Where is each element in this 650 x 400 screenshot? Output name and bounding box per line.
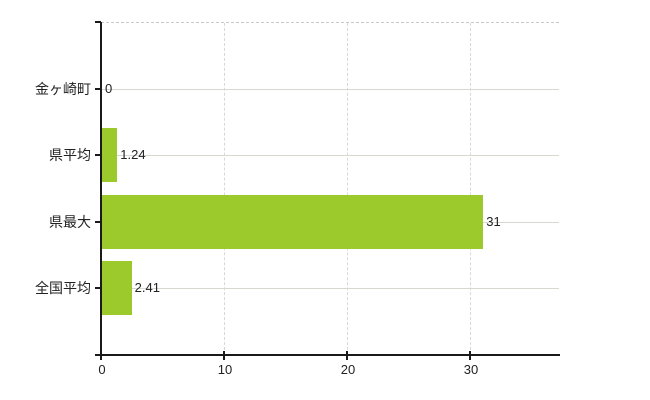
bar-value-label: 2.41 — [134, 280, 160, 296]
x-tick-mark — [346, 351, 348, 360]
x-tick-mark — [223, 351, 225, 360]
bar — [102, 128, 118, 183]
bar-value-label: 31 — [486, 213, 501, 229]
category-label: 県平均 — [49, 147, 91, 164]
x-tick-label: 10 — [217, 362, 233, 377]
y-tick-mark — [95, 154, 101, 157]
bar — [102, 261, 132, 316]
horizontal-gridline — [101, 155, 559, 157]
category-label: 金ヶ崎町 — [35, 80, 91, 97]
y-tick-mark — [95, 21, 101, 23]
horizontal-gridline — [101, 288, 559, 290]
vertical-gridline — [470, 23, 471, 355]
bar-value-label: 0 — [105, 80, 113, 96]
y-tick-mark — [95, 220, 101, 223]
vertical-gridline — [224, 23, 225, 355]
x-axis-line — [95, 354, 560, 356]
x-tick-label: 0 — [98, 362, 106, 377]
category-label: 県最大 — [49, 213, 91, 230]
x-tick-label: 20 — [340, 362, 356, 377]
plot-top-border — [101, 22, 559, 23]
bar — [102, 194, 484, 249]
horizontal-gridline — [101, 88, 559, 90]
bar-value-label: 1.24 — [120, 147, 146, 163]
vertical-gridline — [347, 23, 348, 355]
y-tick-mark — [95, 87, 101, 90]
x-tick-label: 30 — [463, 362, 479, 377]
x-tick-mark — [469, 351, 471, 360]
category-label: 全国平均 — [35, 280, 91, 297]
y-axis-line — [100, 22, 102, 355]
y-tick-mark — [95, 287, 101, 290]
x-tick-mark — [100, 351, 102, 360]
